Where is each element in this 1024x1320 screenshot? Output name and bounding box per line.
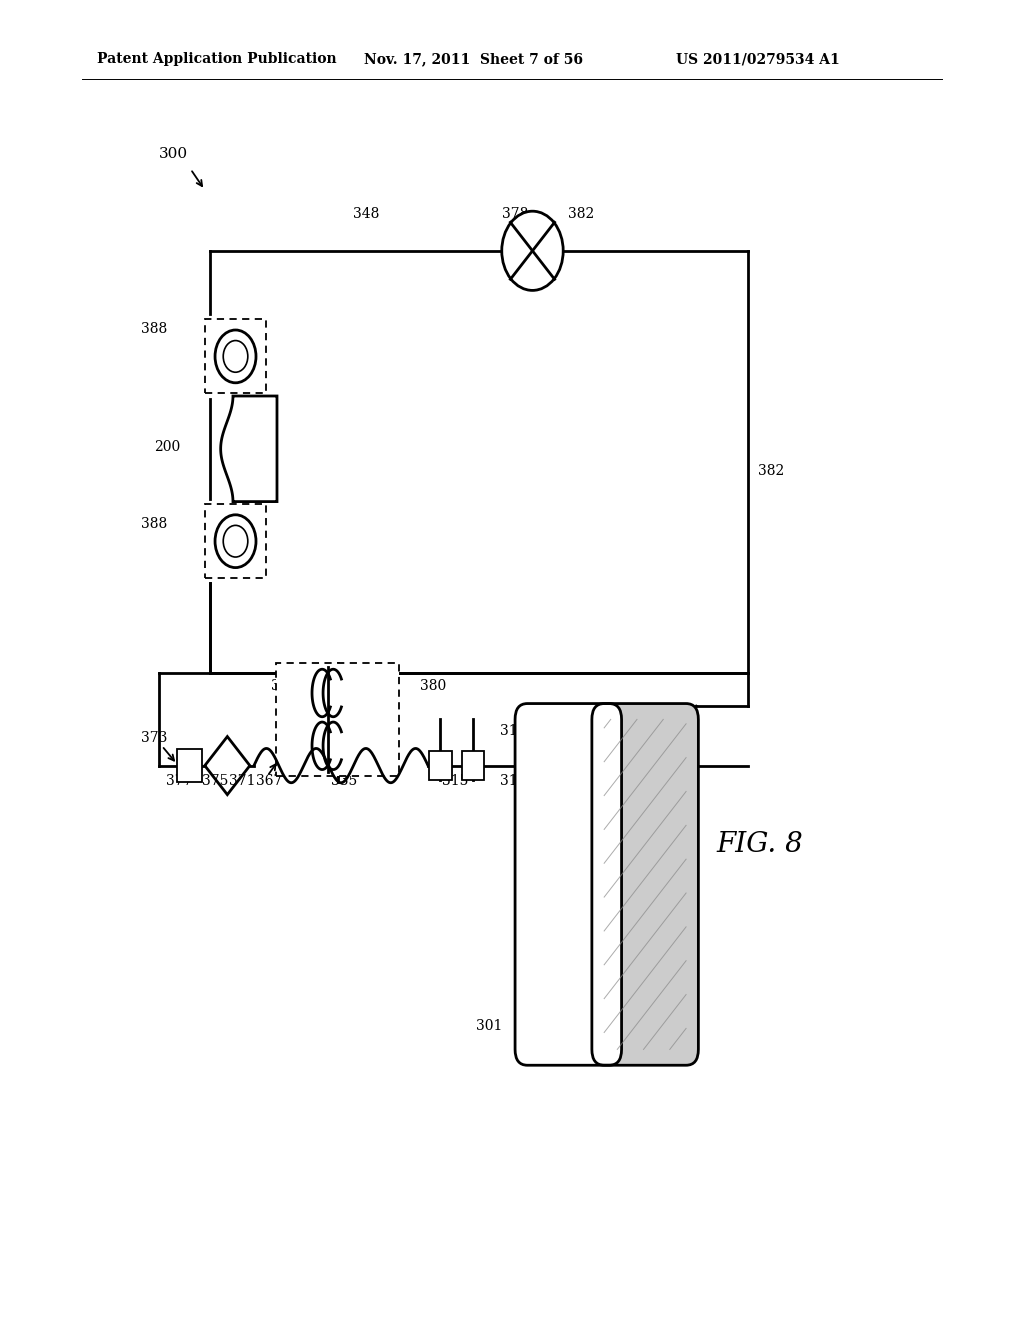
Text: Nov. 17, 2011  Sheet 7 of 56: Nov. 17, 2011 Sheet 7 of 56 — [364, 53, 583, 66]
Text: US 2011/0279534 A1: US 2011/0279534 A1 — [676, 53, 840, 66]
Circle shape — [223, 525, 248, 557]
Circle shape — [215, 330, 256, 383]
Text: 371: 371 — [229, 775, 256, 788]
Text: 321: 321 — [530, 775, 557, 788]
Text: 335: 335 — [331, 775, 357, 788]
Bar — [462, 751, 484, 780]
Circle shape — [215, 515, 256, 568]
Text: 380: 380 — [420, 680, 446, 693]
Text: 369: 369 — [271, 680, 298, 693]
Text: 348: 348 — [353, 207, 380, 220]
Circle shape — [223, 341, 248, 372]
FancyBboxPatch shape — [515, 704, 622, 1065]
Text: 382: 382 — [568, 207, 595, 220]
Text: 373: 373 — [141, 731, 168, 744]
Text: 382: 382 — [758, 465, 784, 478]
Text: Patent Application Publication: Patent Application Publication — [97, 53, 337, 66]
Text: 300: 300 — [159, 148, 187, 161]
Text: 378: 378 — [502, 207, 528, 220]
Text: 377: 377 — [166, 775, 193, 788]
Text: 317: 317 — [500, 725, 526, 738]
Text: 375: 375 — [202, 775, 228, 788]
Text: 313: 313 — [500, 775, 526, 788]
Polygon shape — [221, 396, 276, 502]
Bar — [176, 750, 202, 781]
FancyBboxPatch shape — [592, 704, 698, 1065]
Text: 388: 388 — [141, 517, 168, 531]
Text: 200: 200 — [154, 441, 180, 454]
Bar — [276, 663, 399, 776]
Text: 388: 388 — [141, 322, 168, 335]
Text: 315: 315 — [442, 775, 469, 788]
Bar — [205, 319, 266, 393]
Text: 301: 301 — [476, 1019, 503, 1032]
Bar — [205, 504, 266, 578]
Bar — [429, 751, 452, 780]
Text: FIG. 8: FIG. 8 — [717, 832, 804, 858]
Text: 367: 367 — [256, 775, 283, 788]
Circle shape — [502, 211, 563, 290]
